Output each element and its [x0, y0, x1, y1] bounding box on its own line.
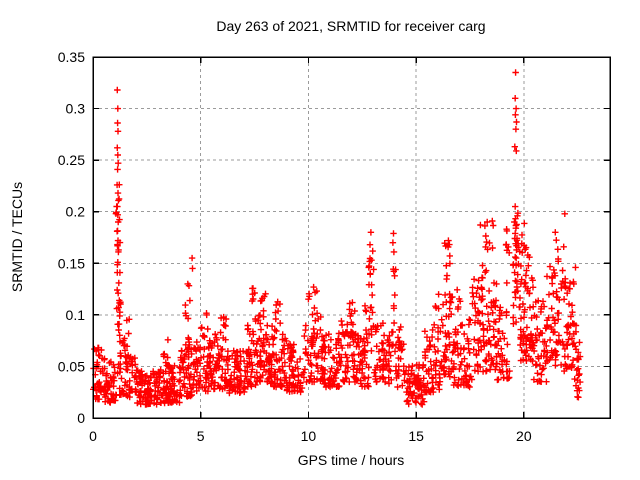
y-tick-label: 0.1 — [66, 307, 86, 323]
x-axis-label: GPS time / hours — [298, 452, 405, 468]
ticks-layer — [92, 56, 610, 419]
y-tick-label: 0.35 — [58, 49, 85, 65]
y-tick-label: 0.25 — [58, 152, 85, 168]
tick-labels-layer: 0 5 10 15 20 0 0.05 0.1 0.15 0.2 0.25 0.3 0.35 — [58, 49, 532, 444]
chart-title: Day 263 of 2021, SRMTID for receiver car… — [216, 18, 485, 34]
x-tick-label: 5 — [197, 428, 205, 444]
y-tick-label: 0.2 — [66, 204, 86, 220]
x-tick-label: 15 — [408, 428, 424, 444]
plot-border — [92, 56, 611, 419]
y-axis-label: SRMTID / TECUs — [9, 182, 25, 292]
points-layer — [90, 69, 584, 408]
x-tick-label: 10 — [301, 428, 317, 444]
y-tick-label: 0 — [77, 410, 85, 426]
x-tick-label: 0 — [89, 428, 97, 444]
x-tick-label: 20 — [516, 428, 532, 444]
y-tick-label: 0.3 — [66, 101, 86, 117]
y-tick-label: 0.05 — [58, 358, 85, 374]
data-points — [90, 69, 584, 408]
y-tick-label: 0.15 — [58, 255, 85, 271]
